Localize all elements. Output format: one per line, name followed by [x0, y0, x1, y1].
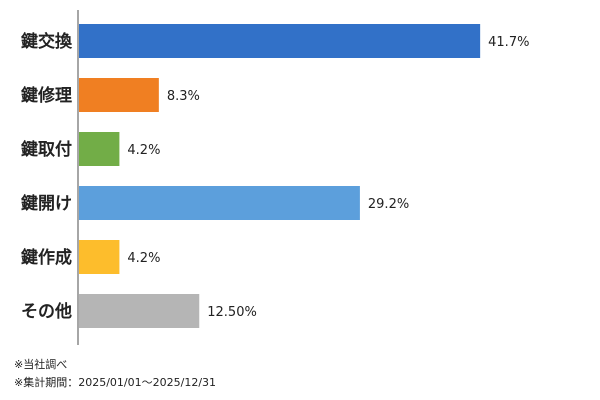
period-note: ※集計期間：2025/01/01〜2025/12/31	[14, 376, 217, 389]
value-label-1: 8.3%	[167, 89, 200, 104]
value-label-2: 4.2%	[127, 143, 160, 158]
category-label-1: 鍵修理	[21, 85, 72, 106]
category-label-0: 鍵交換	[21, 31, 73, 52]
value-label-0: 41.7%	[488, 35, 529, 50]
category-label-5: その他	[21, 301, 72, 322]
bar-0	[79, 24, 481, 58]
category-label-4: 鍵作成	[21, 247, 72, 268]
bars-group	[79, 24, 481, 328]
bar-3	[79, 186, 360, 220]
bar-4	[79, 240, 120, 274]
category-label-2: 鍵取付	[21, 139, 72, 160]
category-label-3: 鍵開け	[21, 193, 72, 214]
value-label-5: 12.50%	[207, 305, 257, 320]
value-labels-group: 41.7% 8.3% 4.2% 29.2% 4.2% 12.50%	[127, 35, 529, 320]
bar-2	[79, 132, 120, 166]
source-note: ※当社調べ	[14, 358, 68, 371]
bar-1	[79, 78, 159, 112]
value-label-4: 4.2%	[127, 251, 160, 266]
bar-5	[79, 294, 200, 328]
value-label-3: 29.2%	[368, 197, 409, 212]
